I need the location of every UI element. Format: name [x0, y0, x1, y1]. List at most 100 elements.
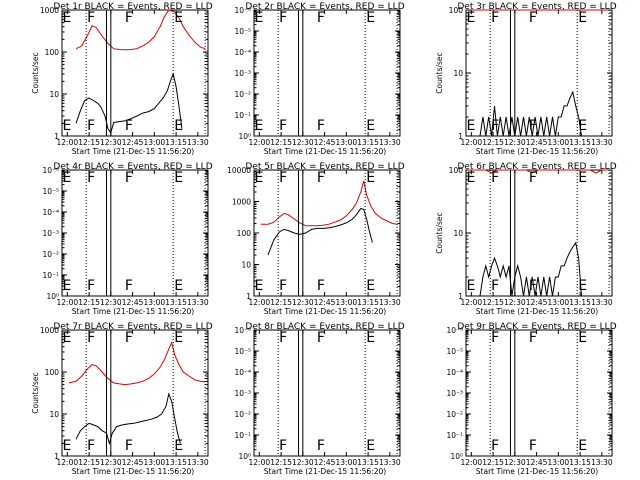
y-tick-label: 100 [449, 166, 464, 175]
x-tick-label: 13:00 [144, 138, 166, 147]
event-marker-label: E [255, 118, 264, 134]
y-tick-label: 10⁰ [46, 292, 59, 301]
x-tick-label: 13:30 [591, 298, 613, 307]
x-tick-label: 12:30 [292, 298, 314, 307]
event-marker-label: F [491, 10, 499, 26]
y-axis-label: Counts/sec [435, 52, 444, 93]
event-marker-label: F [491, 118, 499, 134]
event-marker-label: E [467, 118, 476, 134]
y-tick-label: 1 [458, 292, 463, 301]
event-marker-label: F [317, 438, 325, 454]
chart-title: Det 5r BLACK = Events, RED = LLD [245, 162, 404, 172]
y-axis-label: Counts/sec [31, 372, 40, 413]
lld-series-line [260, 180, 398, 227]
y-tick-label: 100 [237, 229, 252, 238]
x-tick-label: 12:45 [122, 458, 144, 467]
x-tick-label: 13:00 [548, 458, 570, 467]
y-tick-label: 10⁰ [238, 132, 251, 141]
event-marker-label: E [578, 438, 587, 454]
event-marker-label: F [125, 118, 133, 134]
y-tick-label: 10⁻¹ [234, 431, 251, 440]
x-tick-label: 12:15 [482, 458, 504, 467]
events-series-line [75, 72, 183, 134]
event-marker-label: E [366, 330, 375, 346]
plot-frame [253, 329, 401, 457]
x-tick-label: 12:30 [292, 458, 314, 467]
y-tick-label: 10⁻¹ [42, 271, 59, 280]
x-tick-label: 12:45 [314, 138, 336, 147]
y-axis-label: Counts/sec [31, 52, 40, 93]
x-tick-label: 12:00 [461, 138, 483, 147]
y-tick-label: 1000 [40, 326, 59, 335]
x-tick-label: 13:30 [379, 458, 401, 467]
y-tick-label: 10⁻¹ [446, 431, 463, 440]
y-tick-label: 10⁻⁴ [446, 368, 463, 377]
event-marker-label: F [125, 438, 133, 454]
event-marker-label: F [279, 438, 287, 454]
x-tick-label: 13:00 [548, 298, 570, 307]
x-axis-label: Start Time (21-Dec-15 11:56:20) [264, 147, 386, 156]
plot-frame [465, 329, 613, 457]
chart-title: Det 4r BLACK = Events, RED = LLD [53, 162, 212, 172]
x-tick-label: 12:30 [504, 458, 526, 467]
y-tick-label: 10 [453, 69, 463, 78]
y-tick-label: 100 [45, 48, 60, 57]
event-marker-label: E [255, 278, 264, 294]
event-marker-label: F [87, 170, 95, 186]
chart-title: Det 6r BLACK = Events, RED = LLD [457, 162, 616, 172]
y-tick-label: 10⁻² [446, 410, 463, 419]
event-marker-label: E [366, 278, 375, 294]
x-tick-label: 12:45 [526, 138, 548, 147]
y-tick-label: 1 [246, 292, 251, 301]
x-tick-label: 13:00 [336, 458, 358, 467]
lld-series-line [68, 341, 206, 386]
event-marker-label: F [529, 170, 537, 186]
x-tick-label: 12:30 [504, 298, 526, 307]
event-marker-label: E [467, 10, 476, 26]
plot-frame [465, 9, 613, 137]
event-marker-label: F [529, 118, 537, 134]
x-tick-label: 12:15 [78, 138, 100, 147]
x-tick-label: 13:00 [144, 298, 166, 307]
x-tick-label: 12:00 [57, 458, 79, 467]
events-series-line [479, 90, 582, 137]
x-tick-label: 13:30 [591, 458, 613, 467]
x-tick-label: 13:15 [165, 298, 187, 307]
event-marker-label: F [87, 330, 95, 346]
y-tick-label: 10⁻⁶ [42, 166, 59, 175]
event-marker-label: E [174, 118, 183, 134]
event-marker-label: F [317, 330, 325, 346]
x-tick-label: 13:30 [379, 298, 401, 307]
event-marker-label: F [87, 438, 95, 454]
x-tick-label: 12:00 [249, 138, 271, 147]
x-tick-label: 13:30 [591, 138, 613, 147]
y-tick-label: 10⁻² [42, 250, 59, 259]
chart-title: Det 8r BLACK = Events, RED = LLD [245, 322, 404, 332]
y-tick-label: 10 [49, 410, 59, 419]
x-tick-label: 13:00 [336, 138, 358, 147]
x-tick-label: 12:30 [100, 458, 122, 467]
x-tick-label: 12:45 [526, 458, 548, 467]
event-marker-label: F [491, 170, 499, 186]
x-tick-label: 12:15 [270, 138, 292, 147]
lld-series-line [468, 169, 610, 174]
y-tick-label: 10 [49, 90, 59, 99]
plot-frame [61, 169, 209, 297]
event-marker-label: E [255, 10, 264, 26]
y-tick-label: 10⁻⁵ [42, 187, 59, 196]
event-marker-label: E [578, 10, 587, 26]
plot-frame [61, 329, 209, 457]
event-marker-label: F [125, 10, 133, 26]
event-marker-label: F [491, 278, 499, 294]
x-tick-label: 13:15 [569, 298, 591, 307]
y-tick-label: 1 [54, 452, 59, 461]
x-tick-label: 13:15 [569, 458, 591, 467]
event-marker-label: E [174, 170, 183, 186]
event-marker-label: E [255, 170, 264, 186]
event-marker-label: F [317, 278, 325, 294]
x-tick-label: 12:45 [314, 458, 336, 467]
